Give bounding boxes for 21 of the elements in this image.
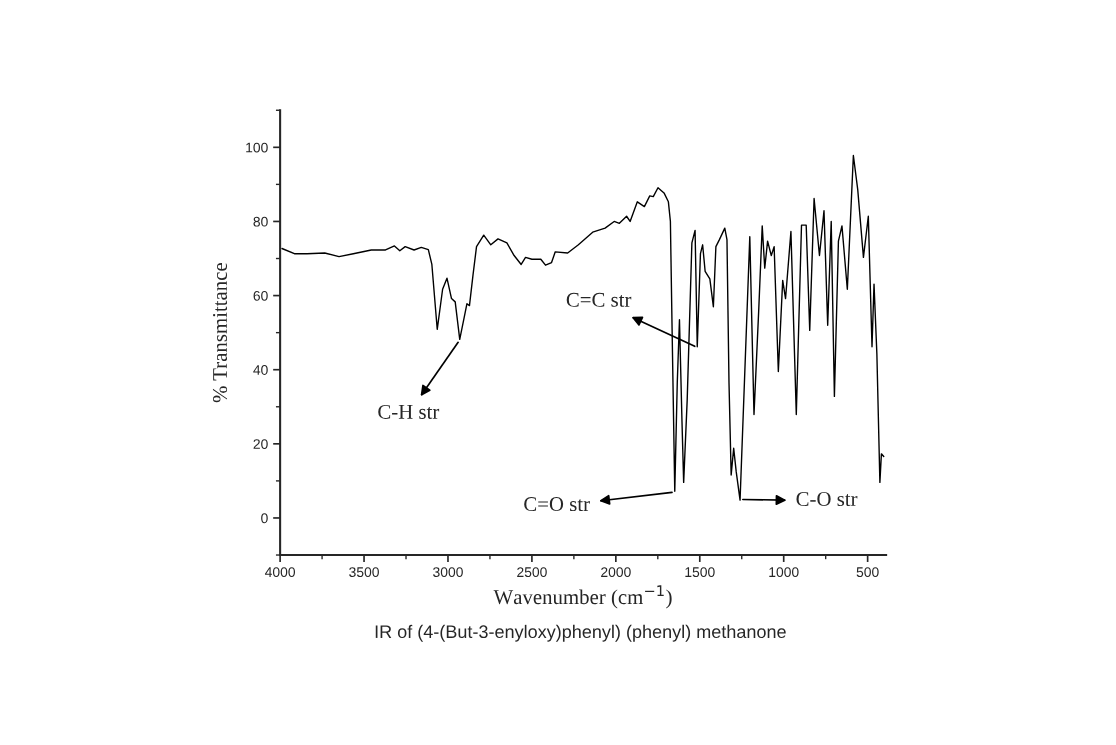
y-tick-label: 20 [253,439,268,449]
x-tick-label: 1500 [685,567,715,578]
annotation: C-H str [378,404,440,419]
x-tick-label: 500 [856,567,879,578]
x-axis-title: Wavenumber (cm$^{−1}$) [493,585,672,609]
x-tick-label: 3500 [349,567,379,578]
y-tick-label: 80 [253,216,268,227]
y-axis-title: % Transmittance [212,263,228,403]
annotation: C-O str [796,492,858,507]
annotation: C=C str [566,292,632,307]
x-tick-label: 4000 [264,567,296,578]
x-tick-label: 2000 [601,567,631,578]
y-tick-label: 60 [253,290,268,301]
x-tick-label: 2500 [517,567,547,578]
annotation: C=O str [524,497,590,512]
x-tick-label: 1000 [769,567,799,578]
y-tick-label: 40 [253,365,268,375]
y-tick-label: 100 [246,142,268,153]
text: IR of (4-(But-3-enyloxy)phenyl) (phenyl) methanone [375,624,786,642]
x-tick-label: 3000 [433,567,463,578]
y-tick-label: 0 [261,513,268,524]
